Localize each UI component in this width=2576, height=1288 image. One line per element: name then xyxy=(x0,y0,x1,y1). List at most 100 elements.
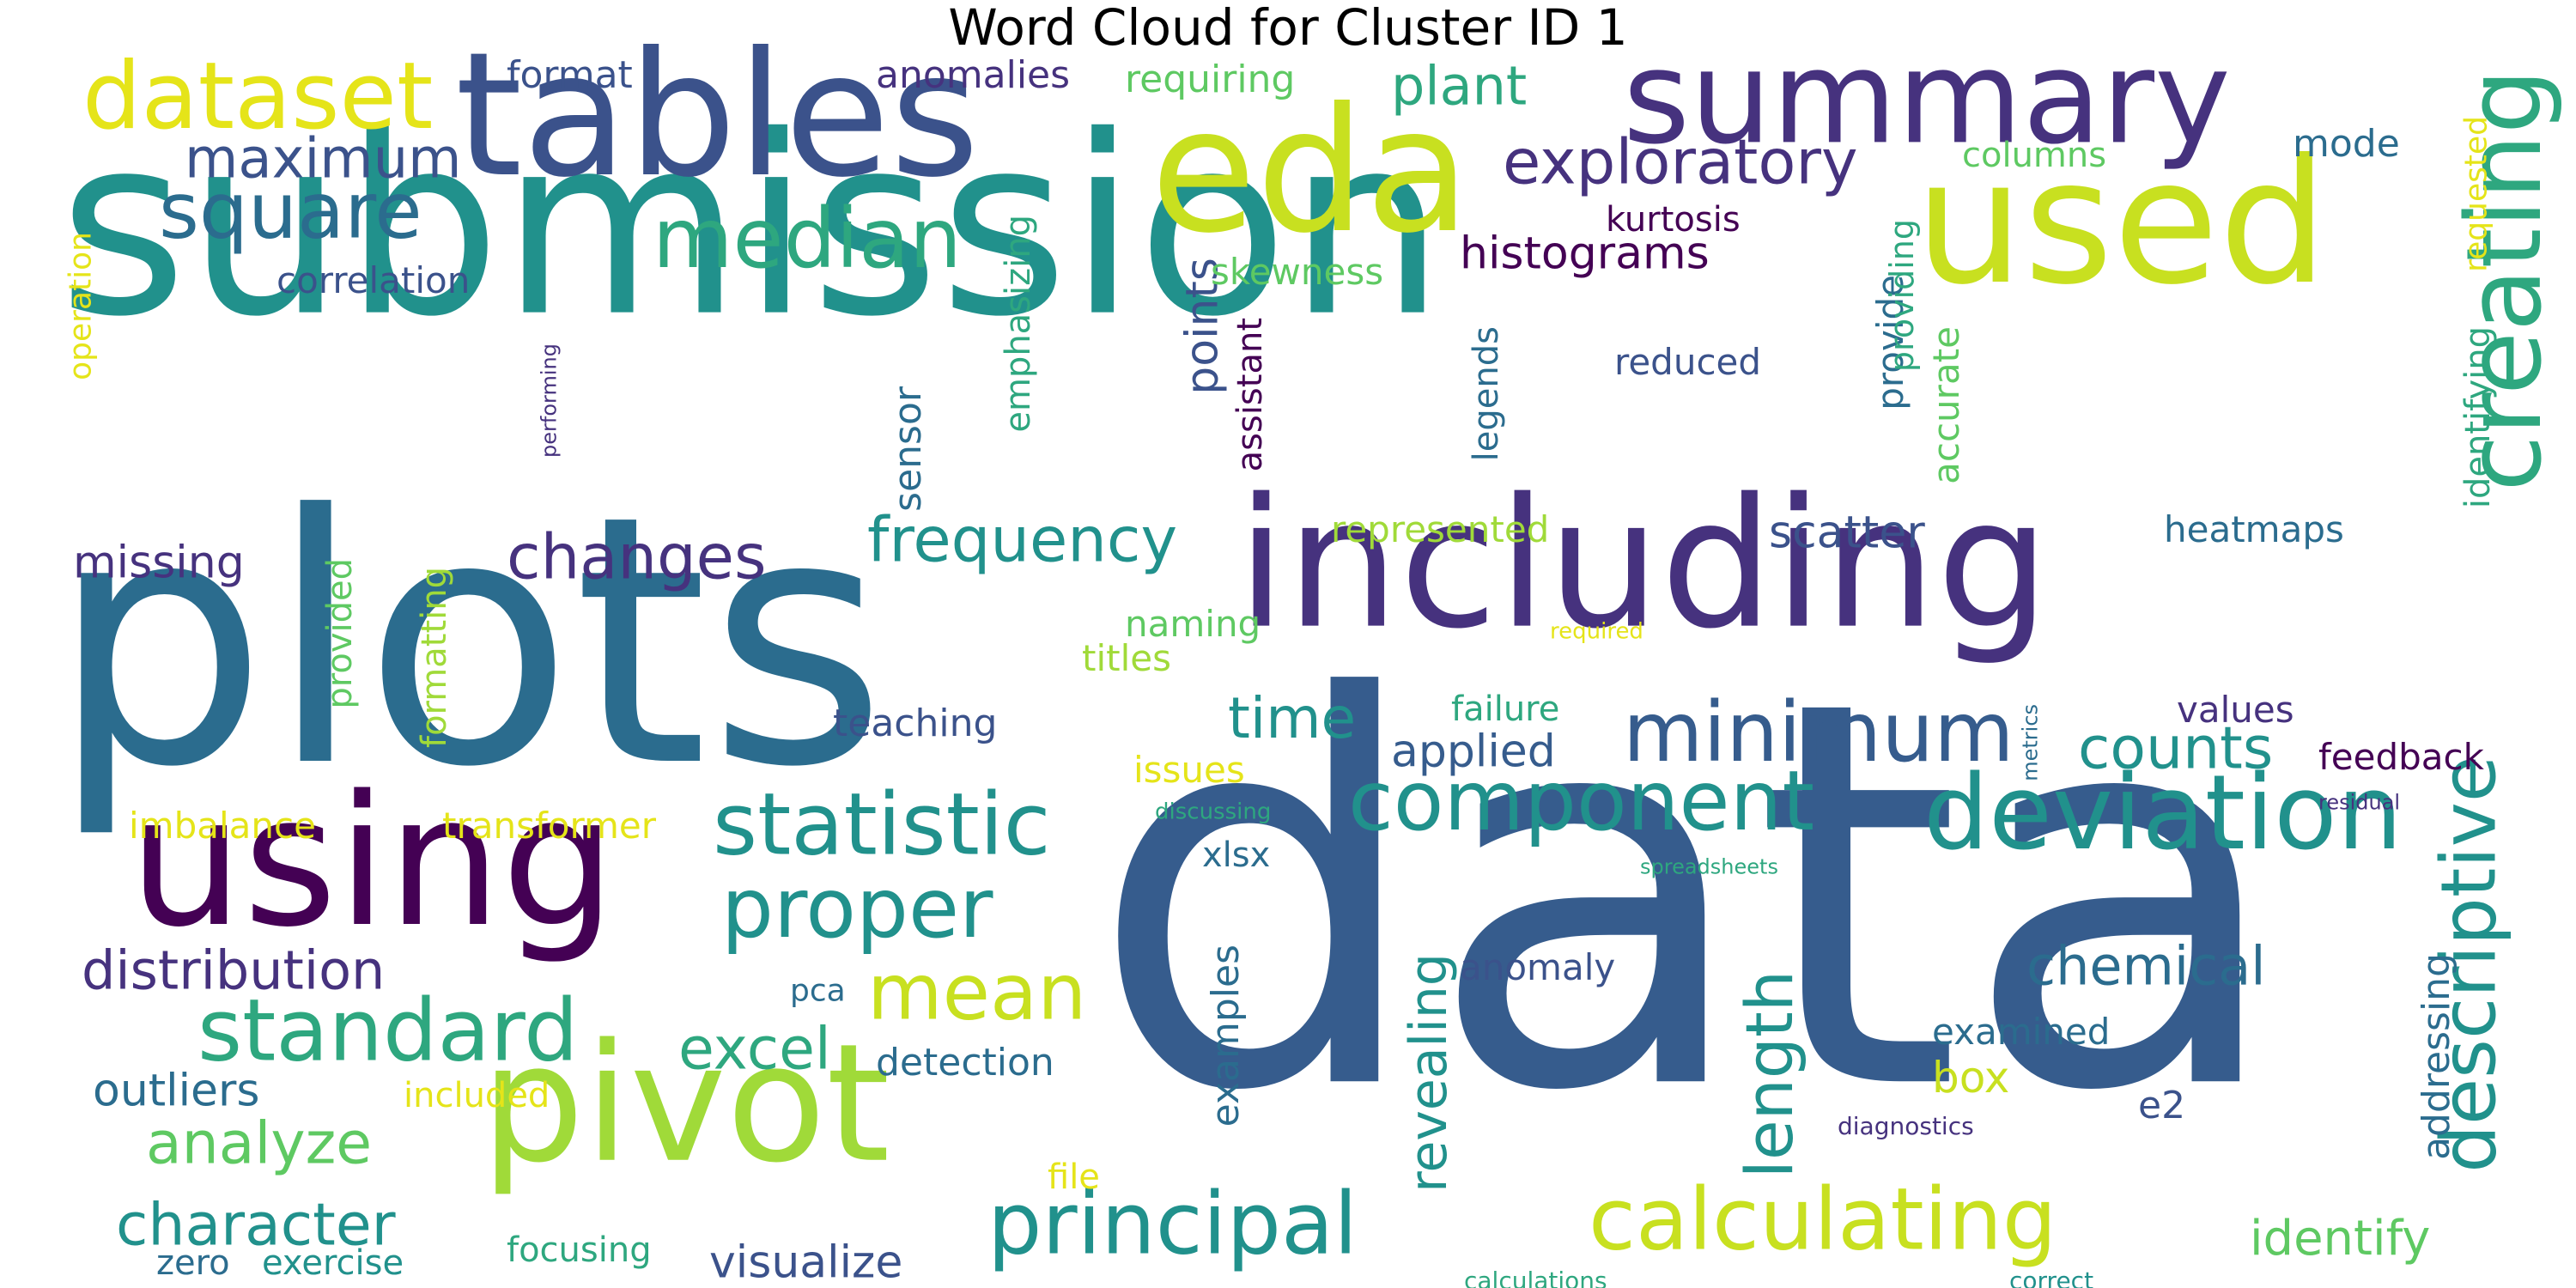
word-time: time xyxy=(1228,685,1356,751)
word-issues: issues xyxy=(1133,749,1245,791)
word-represented: represented xyxy=(1331,508,1549,550)
word-skewness: skewness xyxy=(1211,251,1383,293)
word-imbalance: imbalance xyxy=(129,805,316,847)
word-diagnostics: diagnostics xyxy=(1838,1112,1974,1140)
word-provide: provide xyxy=(1869,275,1911,410)
word-principal: principal xyxy=(987,1173,1358,1273)
word-component: component xyxy=(1348,753,1814,849)
word-reduced: reduced xyxy=(1614,341,1761,383)
word-counts: counts xyxy=(2078,715,2273,783)
word-naming: naming xyxy=(1125,603,1261,645)
word-points: points xyxy=(1177,258,1229,395)
word-eda: eda xyxy=(1151,71,1471,271)
word-statistic: statistic xyxy=(713,774,1051,874)
word-exploratory: exploratory xyxy=(1503,126,1858,198)
word-examples: examples xyxy=(1204,945,1248,1127)
word-used: used xyxy=(1915,123,2328,323)
word-minimum: minimum xyxy=(1623,684,2014,781)
word-heatmaps: heatmaps xyxy=(2164,508,2344,550)
word-descriptive: descriptive xyxy=(2425,756,2513,1173)
word-plots: plots xyxy=(50,443,887,842)
word-requested: requested xyxy=(2459,116,2494,272)
word-pivot: pivot xyxy=(481,1009,890,1199)
word-e2: e2 xyxy=(2138,1084,2185,1127)
word-distribution: distribution xyxy=(82,939,385,1001)
word-required: required xyxy=(1550,618,1643,644)
word-discussing: discussing xyxy=(1155,799,1271,824)
word-pca: pca xyxy=(790,974,846,1009)
word-spreadsheets: spreadsheets xyxy=(1640,855,1778,879)
word-transformer: transformer xyxy=(442,805,657,847)
word-maximum: maximum xyxy=(185,127,461,191)
word-teaching: teaching xyxy=(833,702,997,745)
word-median: median xyxy=(653,191,962,287)
word-submission: submission xyxy=(58,83,1445,371)
word-deviation: deviation xyxy=(1923,754,2403,873)
word-file: file xyxy=(1048,1157,1100,1197)
word-residual: residual xyxy=(2318,791,2400,815)
word-identifying: identifying xyxy=(2458,326,2498,508)
word-accurate: accurate xyxy=(1925,326,1967,484)
word-mean: mean xyxy=(867,947,1086,1037)
word-columns: columns xyxy=(1962,136,2106,175)
word-zero: zero xyxy=(156,1243,230,1283)
word-anomalies: anomalies xyxy=(876,53,1070,97)
word-performing: performing xyxy=(538,343,562,458)
word-square: square xyxy=(159,166,422,256)
word-plant: plant xyxy=(1391,54,1527,117)
word-included: included xyxy=(404,1076,550,1115)
word-xlsx: xlsx xyxy=(1202,835,1270,875)
word-using: using xyxy=(129,756,616,967)
word-exercise: exercise xyxy=(262,1243,404,1283)
word-proper: proper xyxy=(721,860,993,957)
word-including: including xyxy=(1236,461,2050,669)
word-frequency: frequency xyxy=(867,504,1177,576)
word-box: box xyxy=(1932,1053,2009,1103)
word-dataset: dataset xyxy=(82,43,433,150)
word-focusing: focusing xyxy=(507,1230,652,1270)
word-values: values xyxy=(2177,689,2294,731)
word-sensor: sensor xyxy=(886,386,930,512)
word-chemical: chemical xyxy=(2026,934,2265,997)
word-failure: failure xyxy=(1451,690,1559,729)
word-metrics: metrics xyxy=(2019,704,2043,781)
word-kurtosis: kurtosis xyxy=(1606,200,1741,240)
word-formatting: formatting xyxy=(415,567,454,748)
word-revealing: revealing xyxy=(1399,953,1459,1193)
word-requiring: requiring xyxy=(1125,58,1295,101)
word-excel: excel xyxy=(678,1016,831,1084)
word-correlation: correlation xyxy=(276,259,470,301)
word-visualize: visualize xyxy=(709,1237,902,1288)
word-creating: creating xyxy=(2445,69,2565,492)
word-providing: providing xyxy=(1883,219,1921,372)
word-histograms: histograms xyxy=(1460,228,1710,280)
word-summary: summary xyxy=(1623,23,2231,173)
word-legends: legends xyxy=(1467,326,1506,461)
word-standard: standard xyxy=(197,980,579,1080)
word-feedback: feedback xyxy=(2318,736,2485,778)
word-provided: provided xyxy=(320,558,360,709)
word-identify: identify xyxy=(2250,1211,2430,1267)
word-assistant: assistant xyxy=(1230,318,1270,471)
figure-title: Word Cloud for Cluster ID 1 xyxy=(948,0,1628,57)
word-operation: operation xyxy=(64,232,99,380)
word-correct: correct xyxy=(2009,1267,2093,1288)
word-examined: examined xyxy=(1932,1011,2110,1053)
word-scatter: scatter xyxy=(1769,507,1925,559)
word-calculating: calculating xyxy=(1589,1169,2057,1269)
word-tables: tables xyxy=(455,15,980,216)
word-analyze: analyze xyxy=(146,1110,372,1178)
word-addressing: addressing xyxy=(2415,953,2458,1160)
word-changes: changes xyxy=(507,521,766,593)
word-applied: applied xyxy=(1391,726,1556,778)
word-format: format xyxy=(507,53,633,97)
word-calculations: calculations xyxy=(1464,1267,1607,1288)
word-detection: detection xyxy=(876,1041,1054,1084)
word-missing: missing xyxy=(73,538,245,589)
word-length: length xyxy=(1731,970,1807,1178)
word-titles: titles xyxy=(1082,637,1171,679)
word-character: character xyxy=(116,1192,396,1260)
word-mode: mode xyxy=(2293,122,2400,166)
